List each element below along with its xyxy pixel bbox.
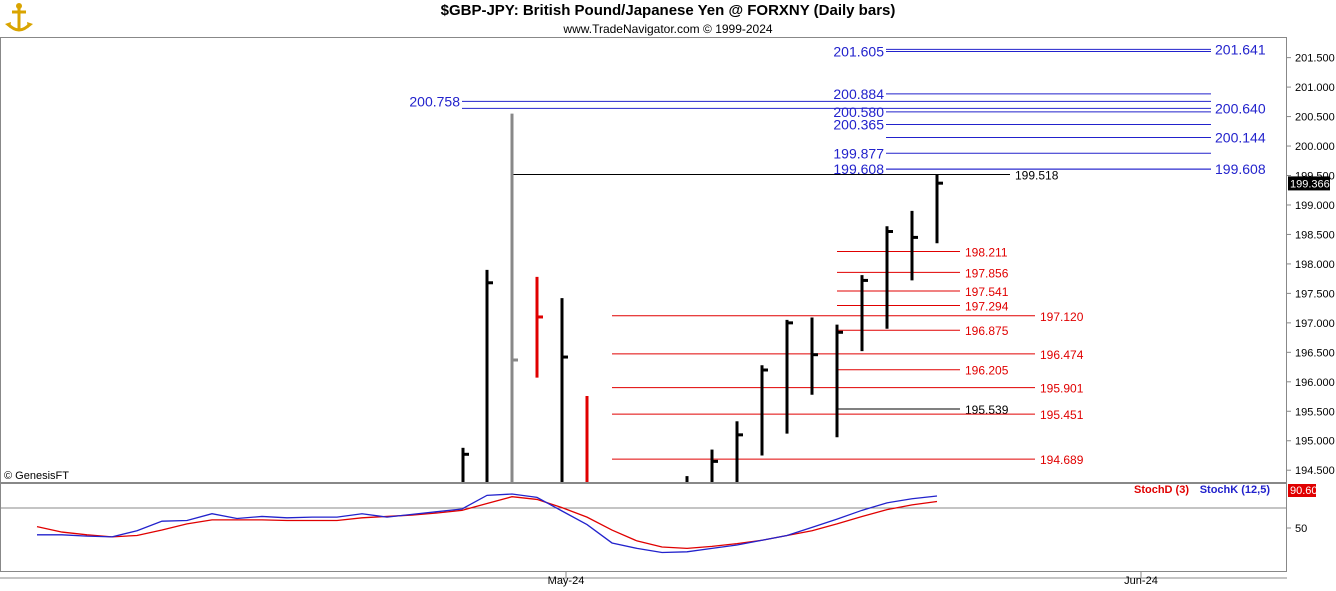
level-label: 200.758 [409, 93, 460, 109]
level-label: 197.294 [965, 300, 1009, 314]
level-label: 200.884 [833, 86, 884, 102]
y-tick-label: 195.000 [1295, 436, 1335, 448]
y-tick-label: 196.000 [1295, 377, 1335, 389]
level-label: 195.451 [1040, 408, 1084, 422]
y-tick-label: 200.500 [1295, 112, 1335, 124]
stochastic-lines: StochD (3) StochK (12,5) [36, 484, 1271, 554]
y-tick-label: 201.000 [1295, 82, 1335, 94]
y-tick-label: 198.000 [1295, 259, 1335, 271]
genesis-logo [5, 3, 33, 32]
level-label: 195.539 [965, 403, 1009, 417]
level-label: 199.518 [1015, 168, 1059, 182]
chart-title: $GBP-JPY: British Pound/Japanese Yen @ F… [440, 2, 896, 19]
level-label: 195.901 [1040, 382, 1084, 396]
level-label: 201.605 [833, 43, 884, 59]
y-tick-label: 196.500 [1295, 347, 1335, 359]
y-tick-label: 198.500 [1295, 229, 1335, 241]
stoch-line-k [37, 493, 938, 554]
plot-border [0, 37, 1287, 572]
level-label: 198.211 [965, 245, 1008, 259]
y-tick-label: 200.000 [1295, 141, 1335, 153]
y-tick-label: 201.500 [1295, 53, 1335, 65]
level-label: 196.875 [965, 324, 1009, 338]
level-label: 199.608 [833, 161, 884, 177]
level-label: 199.877 [833, 145, 884, 161]
price-bars [461, 113, 943, 482]
level-label: 196.474 [1040, 348, 1084, 362]
stoch-value-box [1288, 484, 1316, 497]
x-tick-label: May-24 [548, 575, 585, 587]
level-label: 200.640 [1215, 100, 1266, 116]
level-label: 197.120 [1040, 310, 1084, 324]
last-price-box [1288, 176, 1330, 191]
last-price-label: 199.366 [1290, 178, 1330, 190]
y-tick-label: 195.500 [1295, 406, 1335, 418]
level-label: 197.856 [965, 266, 1009, 280]
chart-frame [0, 37, 1287, 579]
level-label: 199.608 [1215, 161, 1266, 177]
level-label: 196.205 [965, 364, 1009, 378]
stoch-line-d [36, 496, 938, 550]
legend-stochk: StochK (12,5) [1200, 484, 1271, 496]
x-tick-label: Jun-24 [1124, 575, 1158, 587]
level-label: 197.541 [965, 285, 1009, 299]
level-label: 200.365 [833, 117, 884, 133]
stoch-y-tick-label: 50 [1295, 523, 1307, 535]
y-tick-label: 199.000 [1295, 200, 1335, 212]
y-tick-label: 197.000 [1295, 318, 1335, 330]
level-label: 200.144 [1215, 130, 1266, 146]
y-tick-label: 194.500 [1295, 465, 1335, 477]
level-label: 194.689 [1040, 453, 1084, 467]
legend-stochd: StochD (3) [1134, 484, 1189, 496]
copyright-label: © GenesisFT [4, 470, 69, 482]
axes: 201.500201.000200.500200.000199.500199.0… [4, 53, 1335, 587]
stoch-value-label: 90.60 [1290, 485, 1318, 497]
chart-subtitle: www.TradeNavigator.com © 1999-2024 [563, 22, 773, 36]
level-label: 201.641 [1215, 41, 1266, 57]
level-lines: 201.605 201.641 200.884 200.758 200.640 200.5… [409, 41, 1265, 467]
y-tick-label: 197.500 [1295, 288, 1335, 300]
level-label: 200.580 [833, 104, 884, 120]
